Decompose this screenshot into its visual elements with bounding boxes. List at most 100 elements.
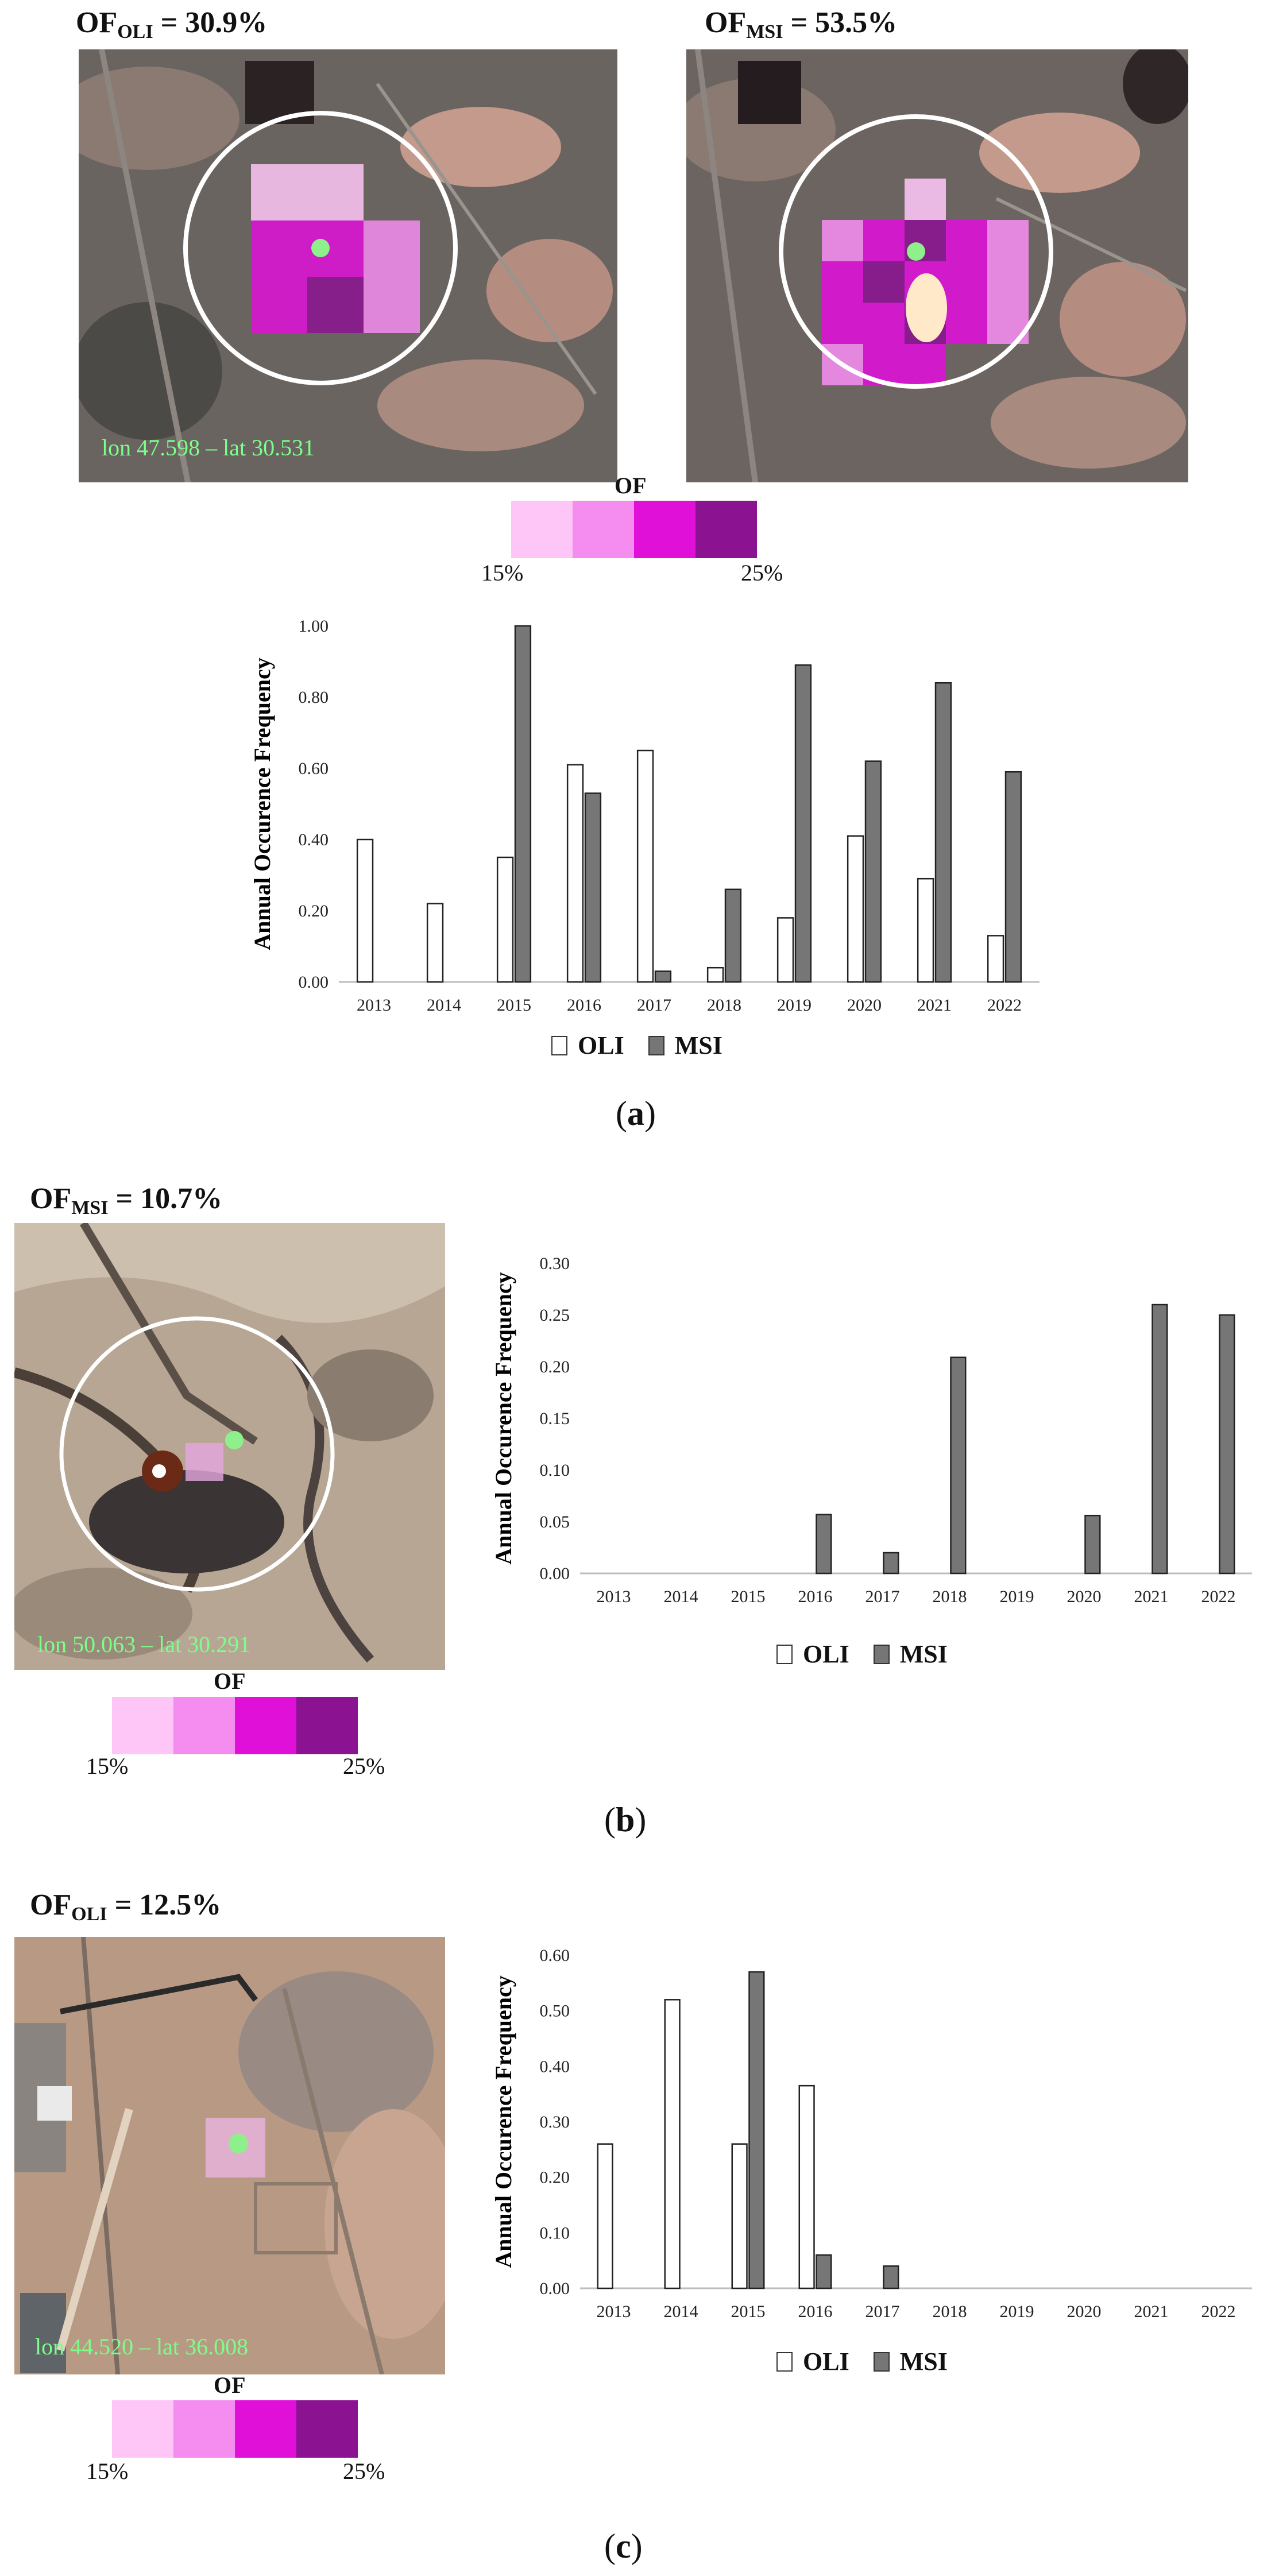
- legend-msi-swatch: [873, 2351, 890, 2372]
- panel-c-colorbar: [112, 2400, 358, 2458]
- panel-a-colorbar-max: 25%: [741, 560, 783, 586]
- msi-bar: [864, 760, 882, 983]
- legend-msi-swatch: [648, 1035, 664, 1055]
- x-tick-label: 2022: [1201, 1587, 1236, 1606]
- panel-a-colorbar-min: 15%: [481, 560, 524, 586]
- y-tick-label: 0.00: [540, 1564, 570, 1583]
- legend-oli-label: OLI: [578, 1031, 624, 1059]
- panel-a-bar-chart: Annual Occurence Frequency 0.00 0.20 0.40 0.…: [247, 609, 1051, 1022]
- msi-bar: [883, 1552, 899, 1575]
- panel-c-oli-title: OFOLI = 12.5%: [30, 1889, 222, 1925]
- oli-bar: [426, 903, 444, 983]
- panel-b-colorbar-min: 15%: [86, 1753, 129, 1779]
- x-tick-label: 2014: [664, 1587, 698, 1606]
- x-tick-label: 2021: [917, 996, 952, 1015]
- msi-bar: [934, 682, 952, 983]
- y-tick-label: 1.00: [299, 617, 329, 636]
- oli-bar: [356, 838, 374, 983]
- colorbar-swatch: [235, 2400, 296, 2458]
- panel-b-legend: OLI MSI: [776, 1639, 948, 1669]
- x-tick-label: 2019: [777, 996, 812, 1015]
- x-tick-label: 2016: [798, 2302, 833, 2321]
- oli-bar: [706, 966, 724, 983]
- y-tick-label: 0.10: [540, 1461, 570, 1480]
- y-tick-label: 0.20: [299, 902, 329, 920]
- oli-bar: [987, 935, 1004, 983]
- y-tick-label: 0.20: [540, 2168, 570, 2187]
- legend-msi-label: MSI: [899, 1640, 948, 1668]
- x-tick-label: 2018: [707, 996, 741, 1015]
- colorbar-swatch: [173, 2400, 235, 2458]
- panel-b-bar-chart: Annual Occurence Frequency 0.00 0.05 0.10 0.…: [488, 1246, 1263, 1614]
- oli-bar: [664, 1999, 681, 2289]
- x-tick-label: 2016: [798, 1587, 833, 1606]
- legend-oli-swatch: [551, 1035, 567, 1055]
- msi-bar: [654, 970, 672, 983]
- oli-bar: [917, 877, 934, 983]
- y-tick-label: 0.60: [299, 759, 329, 778]
- panel-c-colorbar-min: 15%: [86, 2458, 129, 2484]
- colorbar-swatch: [634, 501, 695, 558]
- x-tick-label: 2018: [933, 2302, 967, 2321]
- x-tick-label: 2014: [664, 2302, 698, 2321]
- panel-b-colorbar: [112, 1697, 358, 1754]
- panel-b-satellite-map: lon 50.063 – lat 30.291: [14, 1223, 445, 1670]
- x-tick-label: 2020: [847, 996, 882, 1015]
- x-tick-label: 2018: [933, 1587, 967, 1606]
- msi-bar: [950, 1356, 967, 1575]
- legend-msi-label: MSI: [899, 2347, 948, 2376]
- colorbar-swatch: [112, 2400, 173, 2458]
- x-tick-label: 2014: [427, 996, 461, 1015]
- msi-bar: [1152, 1304, 1168, 1575]
- y-tick-label: 0.30: [540, 2113, 570, 2132]
- panel-c-legend: OLI MSI: [776, 2347, 948, 2376]
- y-axis-label: Annual Occurence Frequency: [249, 657, 275, 950]
- panel-a-oli-satellite-map: lon 47.598 – lat 30.531: [79, 49, 617, 482]
- y-tick-label: 0.10: [540, 2223, 570, 2242]
- bar-chart-svg: Annual Occurence Frequency 0.00 0.05 0.10 0.…: [490, 1254, 1252, 1606]
- x-tick-label: 2015: [731, 2302, 766, 2321]
- legend-oli-label: OLI: [803, 1640, 849, 1668]
- msi-bar: [816, 1514, 832, 1575]
- y-tick-label: 0.20: [540, 1357, 570, 1376]
- panel-a-colorbar: [511, 501, 757, 558]
- colorbar-swatch: [511, 501, 573, 558]
- msi-bar: [816, 2254, 832, 2289]
- legend-msi-label: MSI: [674, 1031, 722, 1059]
- y-tick-label: 0.25: [540, 1306, 570, 1325]
- msi-bar: [514, 625, 532, 983]
- x-tick-label: 2013: [357, 996, 391, 1015]
- oli-bar: [566, 764, 584, 983]
- bar-chart-svg: Annual Occurence Frequency 0.00 0.10 0.20 0.…: [490, 1946, 1252, 2321]
- panel-b-label: (b): [604, 1801, 647, 1839]
- msi-bar: [1084, 1514, 1101, 1575]
- panel-c-label: (c): [604, 2527, 643, 2565]
- panel-a-msi-title: OFMSI = 53.5%: [705, 6, 898, 42]
- y-tick-label: 0.50: [540, 2002, 570, 2021]
- colorbar-swatch: [296, 1697, 358, 1754]
- panel-c-satellite-map: lon 44.520 – lat 36.008: [14, 1937, 445, 2374]
- x-tick-label: 2019: [1000, 1587, 1034, 1606]
- panel-b-msi-title: OFMSI = 10.7%: [30, 1182, 223, 1219]
- panel-a-legend: OLI MSI: [551, 1031, 722, 1060]
- panel-a-colorbar-title: OF: [615, 473, 647, 498]
- oli-bar: [496, 856, 514, 983]
- x-tick-label: 2019: [1000, 2302, 1034, 2321]
- y-tick-label: 0.60: [540, 1946, 570, 1965]
- colorbar-swatch: [573, 501, 634, 558]
- y-axis-label: Annual Occurence Frequency: [490, 1272, 516, 1565]
- panel-c-colorbar-title: OF: [214, 2372, 246, 2398]
- colorbar-swatch: [296, 2400, 358, 2458]
- oli-bar: [798, 2084, 815, 2289]
- x-tick-label: 2021: [1134, 2302, 1169, 2321]
- x-tick-label: 2020: [1067, 1587, 1102, 1606]
- panel-c-coordinate-label: lon 44.520 – lat 36.008: [35, 2334, 249, 2360]
- oli-bar: [847, 835, 864, 983]
- x-tick-label: 2017: [865, 2302, 900, 2321]
- oli-bar: [597, 2143, 613, 2289]
- msi-bar: [584, 792, 602, 983]
- x-tick-label: 2013: [597, 1587, 631, 1606]
- colorbar-swatch: [695, 501, 757, 558]
- y-tick-label: 0.00: [299, 973, 329, 992]
- oli-bar: [636, 749, 654, 983]
